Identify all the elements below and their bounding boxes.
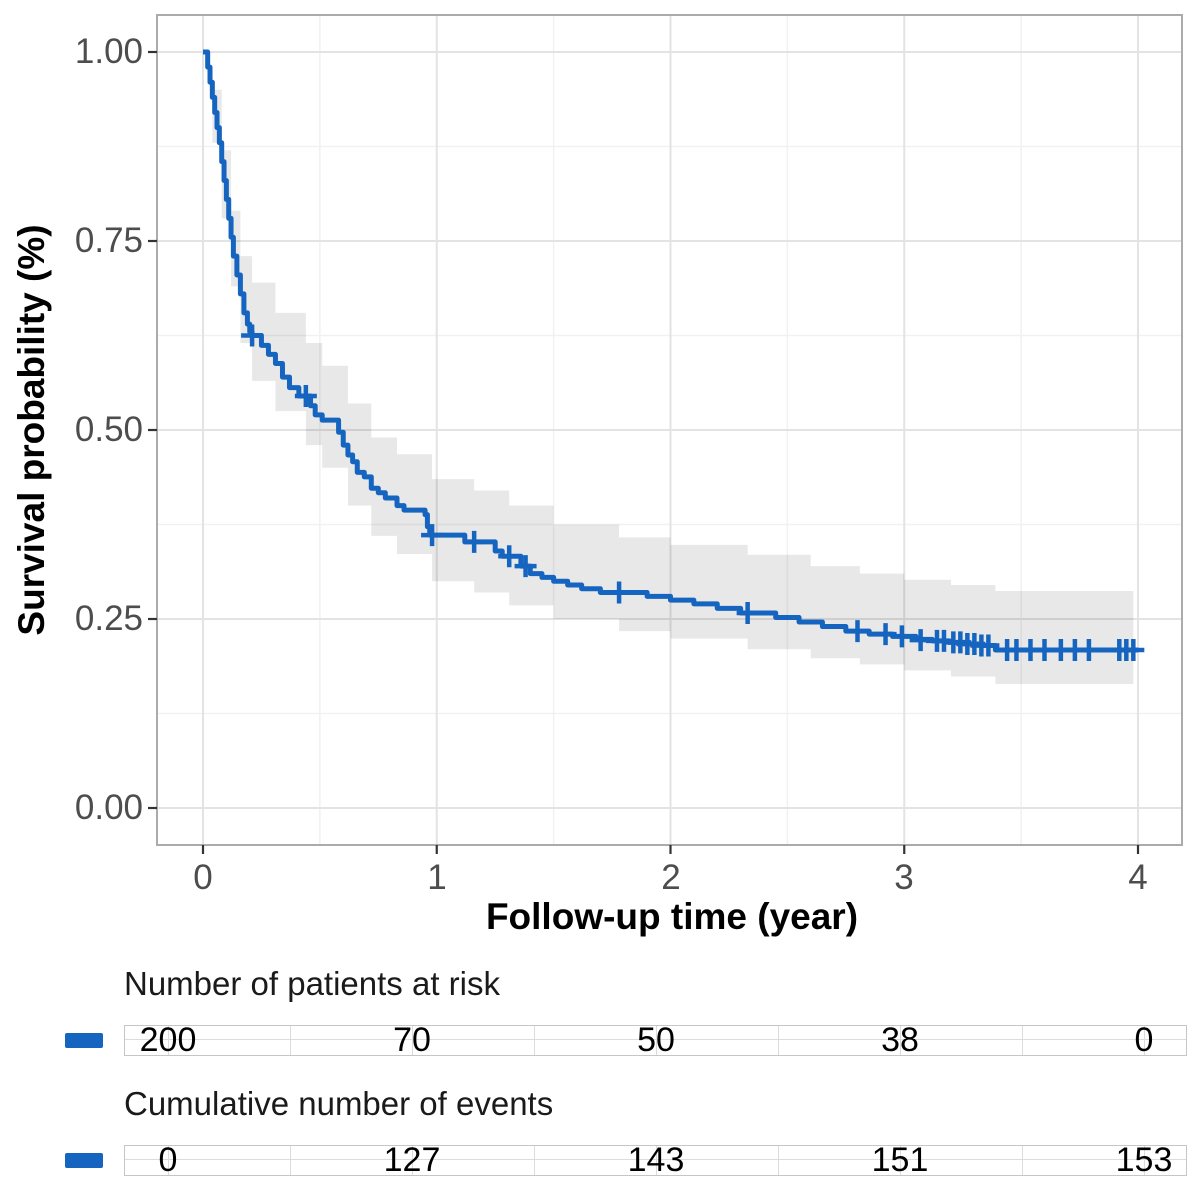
risk-value-t1: 70: [393, 1021, 431, 1059]
y-tick-label-0.50: 0.50: [74, 410, 143, 449]
x-tick-label-4: 4: [1128, 858, 1148, 897]
events-legend-swatch: [65, 1153, 103, 1168]
risk-table: [124, 1025, 1187, 1056]
events-table: [124, 1145, 1187, 1176]
risk-table-title: Number of patients at risk: [124, 965, 500, 1002]
events-value-t1: 127: [383, 1141, 441, 1179]
x-tick-label-2: 2: [661, 858, 681, 897]
major-gridlines: [157, 15, 1182, 845]
censor-marks: [241, 324, 1145, 661]
risk-value-t2: 50: [637, 1021, 675, 1059]
y-tick-label-0.75: 0.75: [74, 221, 143, 260]
y-tick-label-0.00: 0.00: [74, 788, 143, 827]
events-value-t0: 0: [158, 1141, 178, 1179]
x-tick-label-3: 3: [894, 858, 914, 897]
events-table-title: Cumulative number of events: [124, 1085, 554, 1122]
x-tick-label-0: 0: [193, 858, 213, 897]
events-value-t3: 151: [871, 1141, 929, 1179]
y-axis-title: Survival probability (%): [11, 224, 52, 636]
risk-legend-swatch: [65, 1033, 103, 1048]
y-tick-label-1.00: 1.00: [74, 32, 143, 71]
y-tick-label-0.25: 0.25: [74, 599, 143, 638]
survival-step-curve: [203, 49, 1138, 653]
risk-value-t3: 38: [881, 1021, 919, 1059]
events-value-t4: 153: [1115, 1141, 1173, 1179]
confidence-band: [203, 52, 1134, 685]
risk-value-t0: 200: [139, 1021, 197, 1059]
events-value-t2: 143: [627, 1141, 685, 1179]
x-axis-title: Follow-up time (year): [485, 896, 859, 937]
axis-tick-marks: [148, 50, 1140, 854]
x-tick-label-1: 1: [427, 858, 447, 897]
risk-value-t4: 0: [1134, 1021, 1154, 1059]
